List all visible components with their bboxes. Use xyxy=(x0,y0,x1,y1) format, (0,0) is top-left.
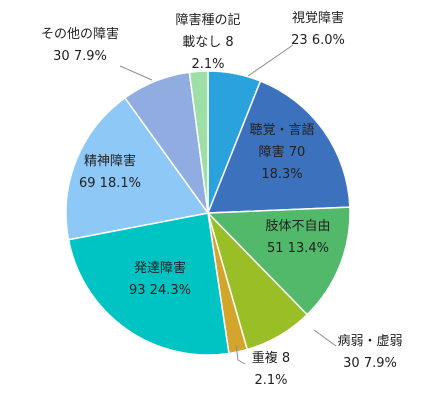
slice-label: 病弱・虚弱 30 7.9% xyxy=(337,334,402,371)
leader-line xyxy=(247,44,294,77)
slice-label-line: 30 7.9% xyxy=(53,49,107,64)
pie-slices xyxy=(65,70,351,356)
slice-label: その他の障害 30 7.9% xyxy=(41,26,119,64)
slice-label-line: 視覚障害 xyxy=(292,10,344,26)
slice-label-line: 重複 8 xyxy=(252,350,290,366)
slice-label: 障害種の記載なし 8 2.1% xyxy=(175,12,240,72)
slice-label-line: 病弱・虚弱 xyxy=(337,334,402,349)
pie-slice xyxy=(188,70,209,214)
slice-label-line: 肢体不自由 xyxy=(265,218,330,234)
slice-label: 重複 8 2.1% xyxy=(252,350,290,388)
pie-slice xyxy=(206,80,351,214)
slice-label: 肢体不自由 51 13.4% xyxy=(265,218,330,256)
slice-label: 発達障害 93 24.3% xyxy=(129,260,191,298)
slice-labels: 視覚障害 23 6.0% 聴覚・言語障害 70 18.3% 肢体不自由 51 13.4% 病… xyxy=(41,10,403,388)
slice-label-line: 51 13.4% xyxy=(267,241,329,256)
slice-label-line: 精神障害 xyxy=(84,153,136,169)
leader-lines xyxy=(119,44,337,365)
slice-label-line: 聴覚・言語 xyxy=(249,122,314,138)
pie-slice xyxy=(65,96,210,241)
leader-line xyxy=(235,344,246,365)
slice-label-line: 30 7.9% xyxy=(343,356,397,371)
slice-label-line: 18.3% xyxy=(261,167,302,182)
slice-label-line: 載なし 8 xyxy=(182,35,233,50)
slice-label: 精神障害 69 18.1% xyxy=(79,153,141,191)
slice-label-line: 発達障害 xyxy=(134,260,186,276)
slice-label-line: 93 24.3% xyxy=(129,283,191,298)
slice-label-line: 23 6.0% xyxy=(291,33,345,48)
slice-label-line: 障害 70 xyxy=(259,144,306,160)
leader-line xyxy=(119,65,153,81)
slice-label: 視覚障害 23 6.0% xyxy=(291,10,345,48)
leader-line xyxy=(313,329,337,347)
slice-label: 聴覚・言語障害 70 18.3% xyxy=(249,122,314,182)
slice-label-line: 69 18.1% xyxy=(79,176,141,191)
pie-slice xyxy=(206,206,351,316)
slice-label-line: 2.1% xyxy=(191,57,224,72)
slice-label-line: 障害種の記 xyxy=(175,12,240,28)
slice-label-line: 2.1% xyxy=(254,373,287,388)
slice-label-line: その他の障害 xyxy=(41,26,119,42)
pie-slice xyxy=(67,212,230,356)
